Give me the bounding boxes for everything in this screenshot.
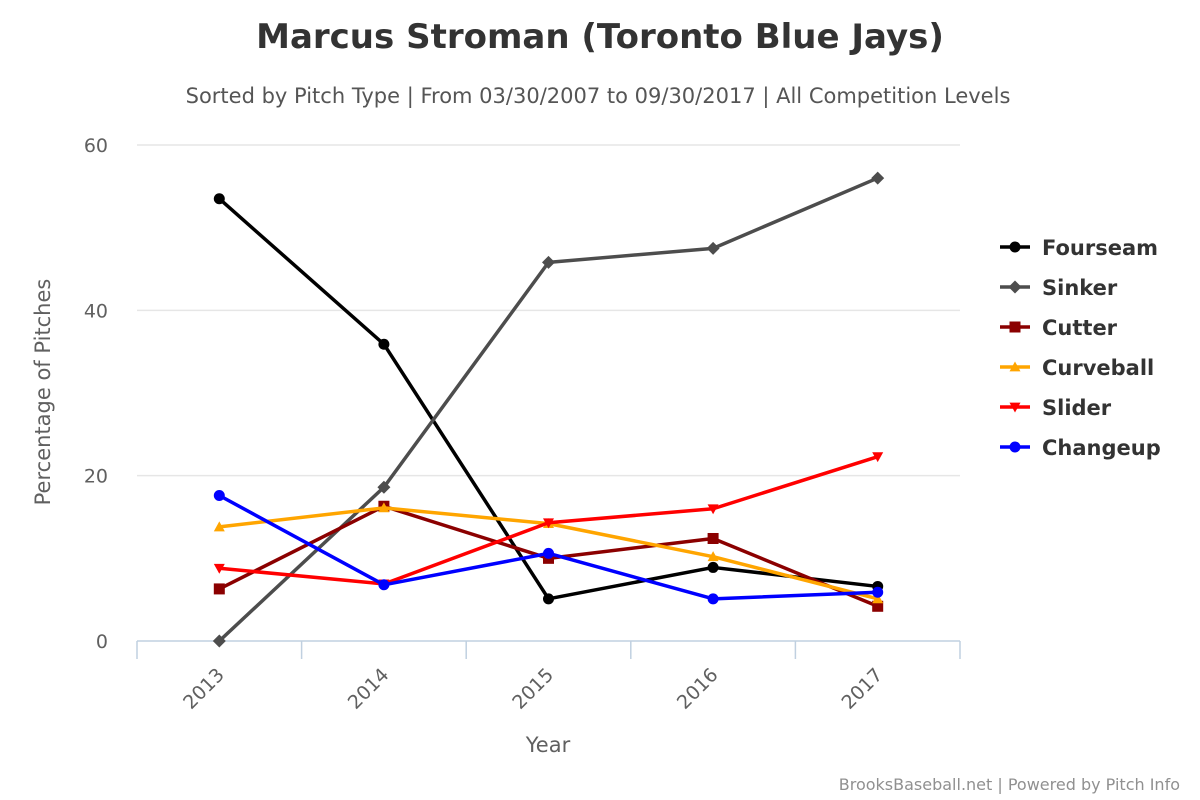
legend-symbol xyxy=(1009,361,1021,372)
legend-item-cutter[interactable]: Cutter xyxy=(1000,316,1118,340)
series-line-sinker[interactable] xyxy=(218,176,879,643)
legend-label: Curveball xyxy=(1042,356,1154,380)
y-tick-label: 40 xyxy=(84,300,108,322)
data-point-curveball[interactable] xyxy=(707,551,719,562)
x-axis-title: Year xyxy=(525,733,571,757)
y-axis-title: Percentage of Pitches xyxy=(31,279,55,506)
data-point-slider[interactable] xyxy=(872,452,884,463)
x-tick-label: 2015 xyxy=(508,664,558,714)
data-point-sinker[interactable] xyxy=(706,241,720,255)
data-point-slider[interactable] xyxy=(707,504,719,515)
data-point-sinker[interactable] xyxy=(871,171,885,185)
series-line-changeup[interactable] xyxy=(218,493,878,601)
y-tick-label: 20 xyxy=(84,466,108,488)
legend-item-sinker[interactable]: Sinker xyxy=(1000,276,1118,300)
y-tick-label: 0 xyxy=(96,631,108,653)
legend-label: Slider xyxy=(1042,396,1112,420)
legend: Fourseam Sinker Cutter Curveball Slider Chang… xyxy=(1000,236,1161,460)
legend-symbol xyxy=(1009,241,1021,253)
series-layer xyxy=(212,171,885,648)
data-point-fourseam[interactable] xyxy=(213,193,225,205)
series-sinker xyxy=(212,171,885,648)
data-point-fourseam[interactable] xyxy=(543,593,554,605)
data-point-sinker[interactable] xyxy=(212,634,226,648)
data-point-cutter[interactable] xyxy=(872,600,884,612)
legend-item-slider[interactable]: Slider xyxy=(1000,396,1112,420)
data-point-cutter[interactable] xyxy=(707,532,719,544)
legend-label: Sinker xyxy=(1042,276,1118,300)
data-point-sinker[interactable] xyxy=(377,480,391,494)
data-point-changeup[interactable] xyxy=(378,579,390,591)
legend-symbol xyxy=(1008,280,1022,294)
legend-symbol xyxy=(1009,441,1021,453)
data-point-curveball[interactable] xyxy=(872,593,884,604)
x-tick-label: 2013 xyxy=(179,664,229,714)
x-tick-label: 2017 xyxy=(837,664,887,714)
y-tick-label: 60 xyxy=(84,135,108,157)
legend-label: Cutter xyxy=(1042,316,1118,340)
y-axis: 0 20 40 60 xyxy=(84,135,108,653)
data-point-changeup[interactable] xyxy=(213,490,225,502)
data-point-changeup[interactable] xyxy=(543,547,554,559)
data-point-slider[interactable] xyxy=(213,563,225,574)
x-axis: 2013 2014 2015 2016 2017 xyxy=(136,640,961,714)
data-point-curveball[interactable] xyxy=(213,521,225,532)
credits[interactable]: BrooksBaseball.net | Powered by Pitch In… xyxy=(839,775,1180,794)
data-point-fourseam[interactable] xyxy=(707,561,719,573)
data-point-fourseam[interactable] xyxy=(378,338,390,350)
chart-subtitle: Sorted by Pitch Type | From 03/30/2007 t… xyxy=(186,84,1011,109)
x-tick-label: 2014 xyxy=(344,664,394,714)
data-point-changeup[interactable] xyxy=(872,586,884,598)
data-point-cutter[interactable] xyxy=(213,583,225,595)
legend-item-curveball[interactable]: Curveball xyxy=(1000,356,1154,380)
legend-symbol xyxy=(1009,321,1021,333)
legend-label: Fourseam xyxy=(1042,236,1158,260)
legend-label: Changeup xyxy=(1042,436,1161,460)
legend-item-changeup[interactable]: Changeup xyxy=(1000,436,1161,460)
series-changeup xyxy=(213,490,884,605)
data-point-sinker[interactable] xyxy=(542,255,555,269)
data-point-slider[interactable] xyxy=(543,518,554,529)
x-tick-label: 2016 xyxy=(673,664,723,714)
legend-item-fourseam[interactable]: Fourseam xyxy=(1000,236,1158,260)
data-point-changeup[interactable] xyxy=(707,593,719,605)
legend-symbol xyxy=(1009,402,1021,413)
chart-title: Marcus Stroman (Toronto Blue Jays) xyxy=(256,17,944,57)
series-fourseam xyxy=(213,193,884,605)
data-point-curveball[interactable] xyxy=(378,502,390,513)
